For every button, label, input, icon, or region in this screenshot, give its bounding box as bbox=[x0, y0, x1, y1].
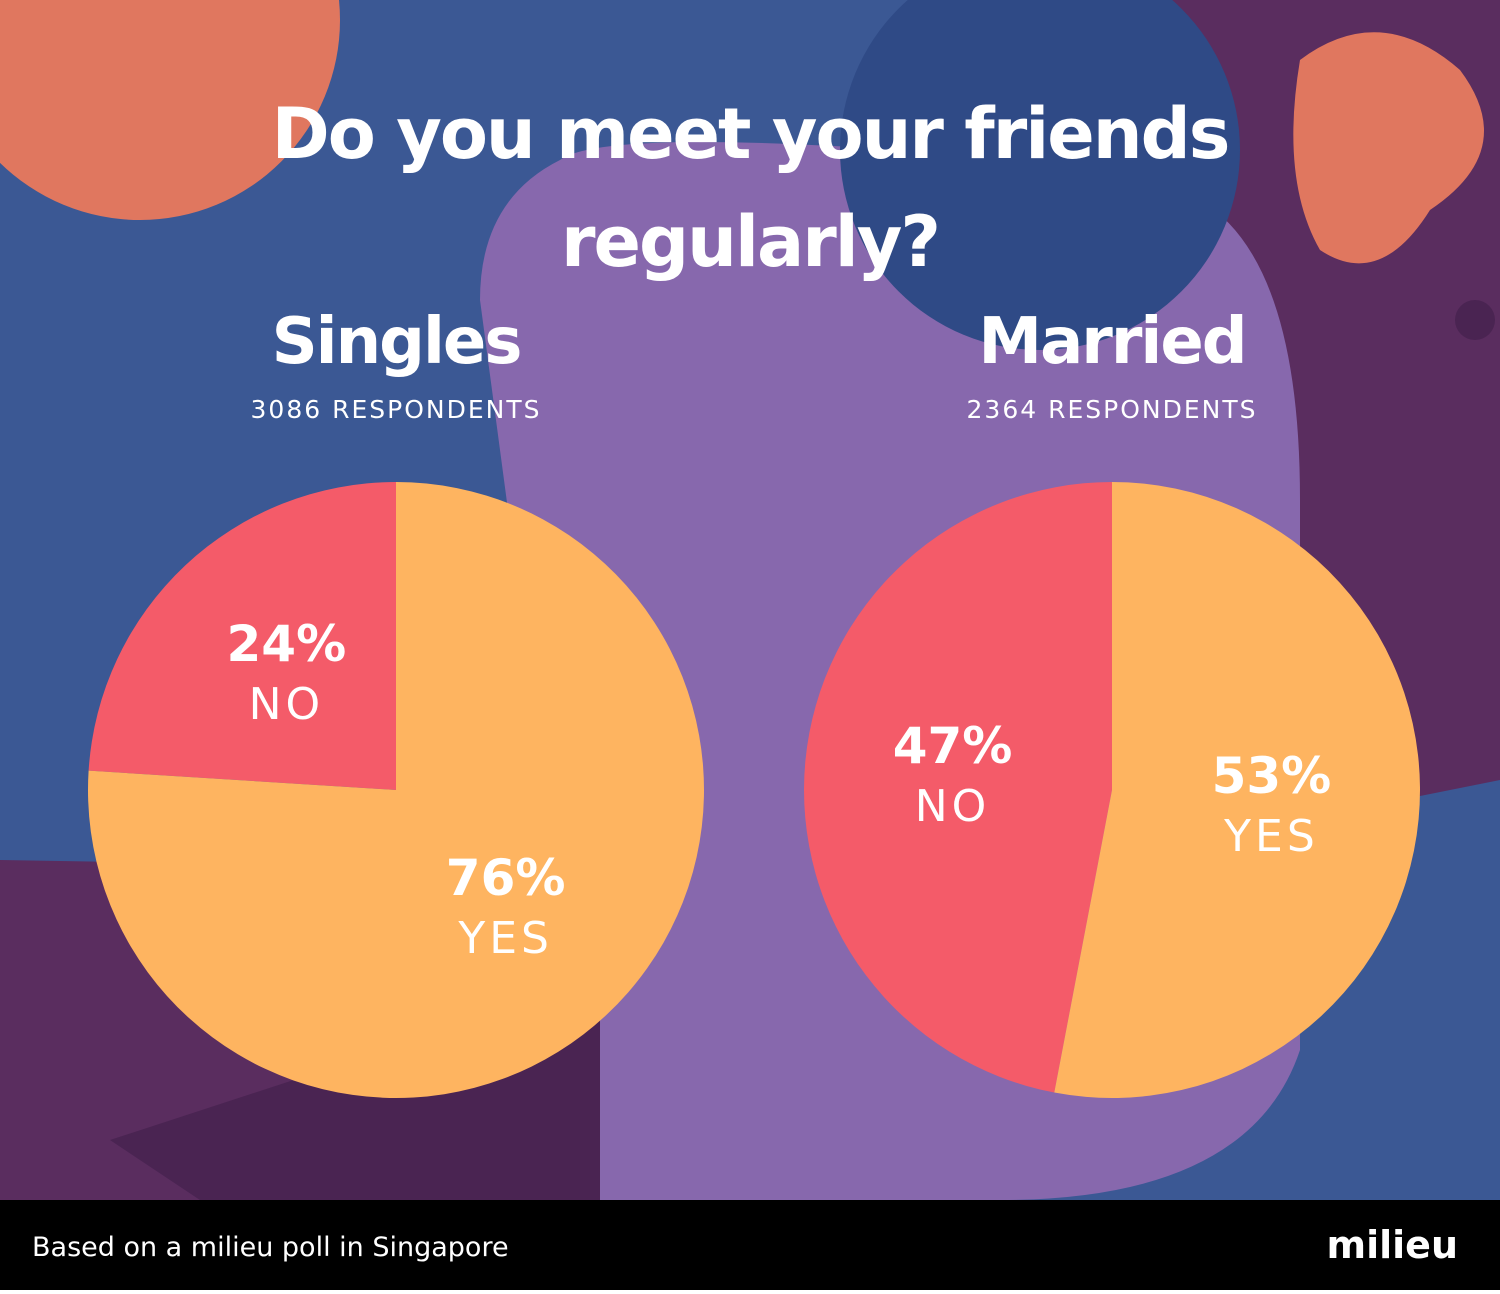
pie-slice bbox=[804, 482, 1112, 1093]
slice-category-label: NO bbox=[249, 679, 325, 730]
pie-subtitle: 2364 RESPONDENTS bbox=[967, 395, 1258, 424]
slice-value-label: 24% bbox=[227, 615, 347, 673]
pie-slice bbox=[87, 482, 705, 1099]
slice-value-label: 47% bbox=[893, 717, 1013, 775]
slice-category-label: YES bbox=[457, 913, 553, 964]
pie-title: Singles bbox=[272, 305, 521, 379]
brand-logo: milieu bbox=[1327, 1223, 1459, 1267]
pie-slice bbox=[1054, 482, 1421, 1098]
pie-subtitle: 3086 RESPONDENTS bbox=[251, 395, 542, 424]
slice-value-label: 53% bbox=[1212, 747, 1332, 805]
footer-note: Based on a milieu poll in Singapore bbox=[32, 1232, 509, 1263]
slice-value-label: 76% bbox=[446, 849, 566, 907]
chart-title: Do you meet your friends regularly? bbox=[272, 93, 1229, 283]
slice-category-label: NO bbox=[915, 781, 991, 832]
pie-slice bbox=[88, 482, 397, 790]
pie-title: Married bbox=[978, 305, 1245, 379]
slice-category-label: YES bbox=[1223, 811, 1319, 862]
